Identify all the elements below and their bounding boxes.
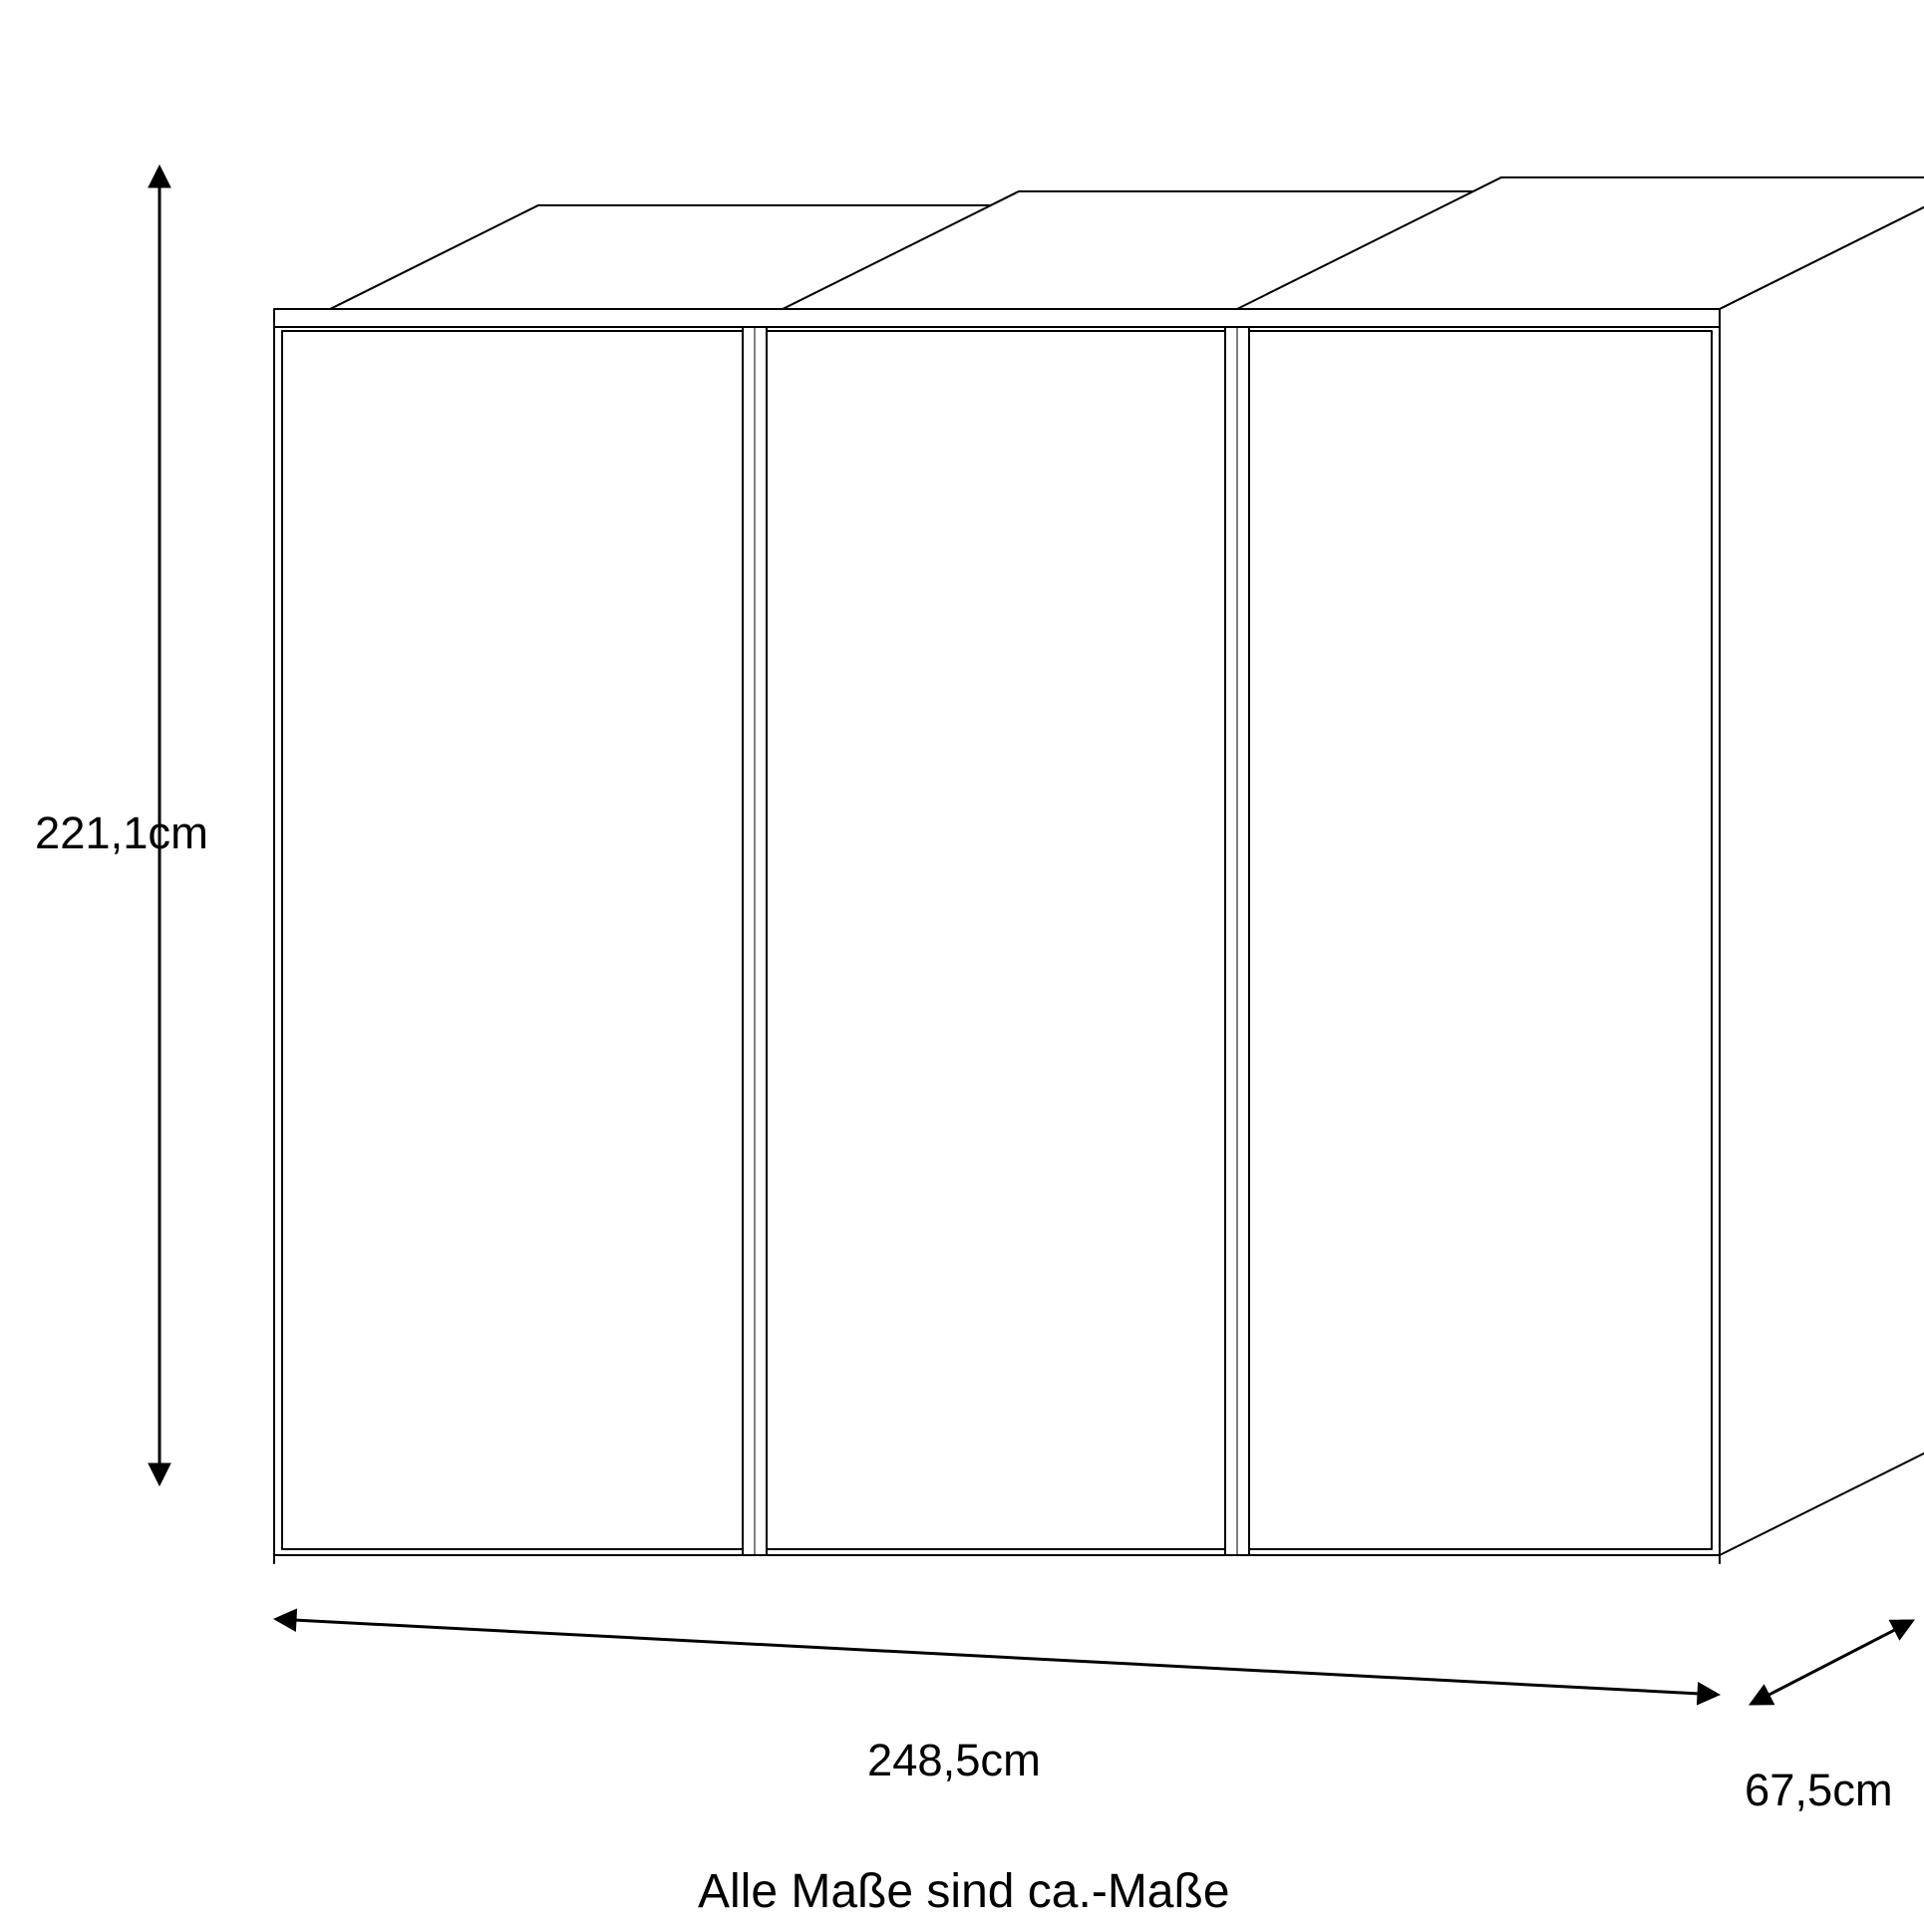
- cabinet-door-2: [1249, 331, 1712, 1549]
- dimension-label-depth: 67,5cm: [1745, 1765, 1893, 1816]
- wardrobe-wireframe-svg: [0, 0, 1924, 1932]
- dimension-label-height: 221,1cm: [35, 807, 208, 859]
- cabinet-door-1: [767, 331, 1225, 1549]
- diagram-stage: 221,1cm 248,5cm 67,5cm Alle Maße sind ca…: [0, 0, 1924, 1932]
- cabinet-door-0: [282, 331, 743, 1549]
- caption-text: Alle Maße sind ca.-Maße: [698, 1864, 1230, 1919]
- cabinet-side-face: [1720, 177, 1924, 1555]
- dimension-label-width: 248,5cm: [867, 1735, 1041, 1786]
